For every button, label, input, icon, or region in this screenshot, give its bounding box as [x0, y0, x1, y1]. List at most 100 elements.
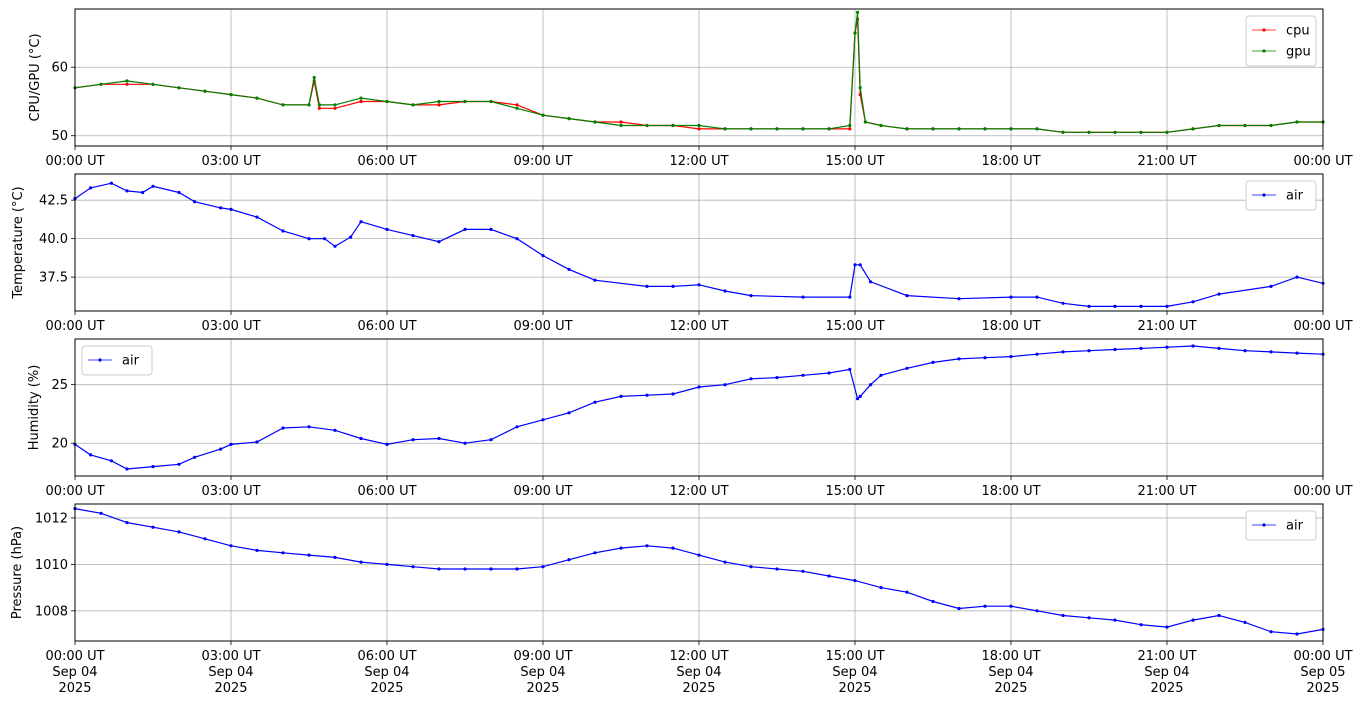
data-point	[541, 418, 545, 422]
data-point	[567, 267, 571, 271]
x-tick-label: 03:00 UT	[201, 484, 260, 499]
data-point	[671, 392, 675, 396]
x-tick-label: 06:00 UT	[357, 649, 416, 664]
data-point	[281, 551, 285, 555]
series-gpu	[73, 10, 1325, 134]
data-point	[848, 367, 852, 371]
legend-label-cpu: cpu	[1286, 24, 1310, 39]
x-tick-label: 03:00 UT	[201, 154, 260, 169]
data-point	[125, 189, 129, 193]
data-point	[1035, 295, 1039, 299]
legend: air	[81, 345, 153, 376]
series-air	[73, 507, 1325, 636]
data-point	[1061, 350, 1065, 354]
data-point	[333, 428, 337, 432]
data-point	[1243, 123, 1247, 128]
y-tick-label: 1010	[35, 558, 68, 573]
y-tick-label: 37.5	[39, 271, 68, 286]
data-point	[515, 103, 519, 107]
data-point	[671, 284, 675, 288]
data-point	[333, 103, 337, 107]
data-point	[89, 453, 93, 457]
data-point	[489, 438, 493, 442]
data-point	[1087, 616, 1091, 620]
data-point	[1139, 130, 1143, 134]
data-point	[125, 521, 129, 525]
data-point	[255, 548, 259, 553]
data-point	[515, 425, 519, 429]
x-tick-label: 18:00 UT	[981, 484, 1040, 499]
legend: air	[1245, 180, 1317, 211]
data-point	[463, 567, 467, 571]
data-point	[856, 10, 860, 14]
data-point	[437, 567, 441, 571]
y-axis-label: Temperature (°C)	[11, 186, 26, 299]
data-point	[848, 295, 852, 299]
data-point	[193, 200, 197, 204]
x-tick-label: 18:00 UT	[981, 319, 1040, 334]
x-tick-label: 21:00 UT	[1137, 649, 1196, 664]
data-point	[1217, 613, 1221, 618]
legend: air	[1245, 510, 1317, 541]
data-point	[697, 123, 701, 128]
series-air	[73, 181, 1325, 308]
data-point	[1035, 609, 1039, 613]
data-point	[219, 206, 223, 210]
legend-label-air: air	[122, 354, 140, 369]
data-point	[905, 294, 909, 298]
data-point	[848, 123, 852, 128]
data-point	[749, 294, 753, 298]
data-point	[312, 75, 316, 80]
data-point	[1243, 349, 1247, 353]
data-point	[749, 377, 753, 381]
data-point	[229, 207, 233, 211]
x-tick-label: 06:00 UT	[357, 484, 416, 499]
y-tick-label: 40.0	[39, 232, 68, 247]
data-point	[723, 289, 727, 293]
data-point	[827, 371, 831, 375]
x-tick-label: 00:00 UT	[45, 154, 104, 169]
x-tick-year-label: 2025	[370, 681, 403, 696]
legend-marker-air	[98, 358, 102, 362]
data-point	[359, 96, 363, 100]
data-point	[125, 79, 129, 83]
panel-1: 00:00 UT 03:00 UT 06:00 UT 09:00 UT 12:00 UT…	[28, 8, 1353, 169]
legend-marker-air	[1262, 193, 1266, 197]
data-point	[411, 565, 415, 569]
data-point	[151, 184, 155, 188]
data-point	[1165, 304, 1169, 308]
x-tick-label: 00:00 UT	[1293, 649, 1352, 664]
data-point	[869, 383, 873, 387]
data-point	[858, 394, 862, 398]
data-point	[515, 106, 519, 110]
data-point	[411, 438, 415, 442]
data-point	[333, 555, 337, 560]
data-point	[1295, 275, 1299, 279]
legend-box	[1245, 510, 1317, 541]
data-point	[749, 127, 753, 131]
data-point	[775, 567, 779, 571]
data-point	[905, 127, 909, 131]
data-point	[869, 280, 873, 284]
data-point	[437, 99, 441, 104]
data-point	[1139, 304, 1143, 308]
data-point	[349, 235, 353, 239]
data-point	[931, 127, 935, 131]
data-point	[1191, 300, 1195, 304]
data-point	[827, 574, 831, 578]
x-tick-date-label: Sep 04	[1144, 665, 1189, 680]
data-point	[1009, 127, 1013, 131]
data-point	[1009, 604, 1013, 608]
data-point	[827, 127, 831, 131]
legend-marker-air	[1262, 523, 1266, 527]
y-axis-label: Humidity (%)	[27, 365, 42, 451]
x-tick-label: 00:00 UT	[45, 484, 104, 499]
data-point	[317, 106, 321, 110]
data-point	[775, 127, 779, 131]
series-air	[73, 344, 1325, 471]
legend-label-air: air	[1286, 189, 1304, 204]
data-point	[723, 127, 727, 131]
data-point	[489, 227, 493, 231]
